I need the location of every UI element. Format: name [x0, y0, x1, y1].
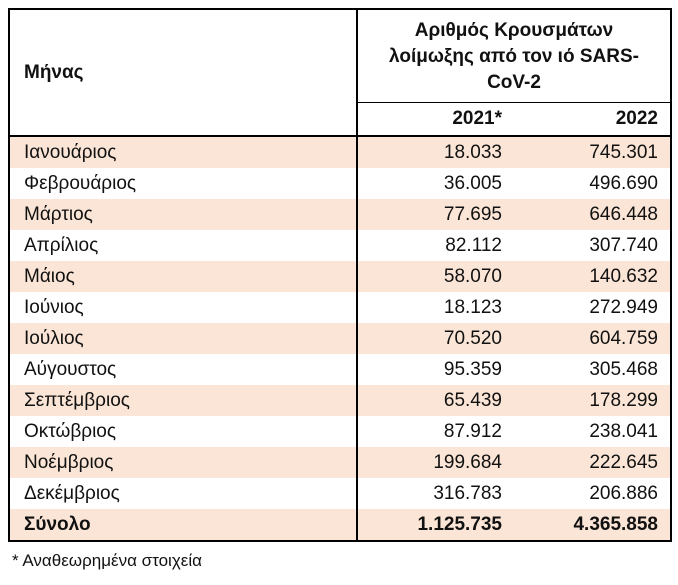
total-value-2021-cell: 1.125.735: [356, 508, 514, 541]
value-2021-cell: 65.439: [356, 384, 514, 416]
column-header-2021: 2021*: [356, 102, 514, 137]
month-cell: Ιούλιος: [9, 322, 357, 354]
table-row: Ιούλιος 70.520 604.759: [9, 322, 671, 354]
value-2021-cell: 82.112: [356, 229, 514, 261]
table-row: Ιούνιος 18.123 272.949: [9, 291, 671, 323]
value-2021-cell: 316.783: [356, 477, 514, 509]
month-cell: Μάρτιος: [9, 198, 357, 230]
value-2021-cell: 95.359: [356, 353, 514, 385]
value-2022-cell: 307.740: [589, 234, 658, 256]
table-row: Δεκέμβριος 316.783 206.886: [9, 477, 671, 509]
month-cell: Οκτώβριος: [24, 420, 117, 442]
table-body: Ιανουάριος 18.033 745.301 Φεβρουάριος 36…: [9, 135, 671, 509]
value-2021-cell: 87.912: [356, 415, 514, 447]
value-2022-cell: 178.299: [514, 384, 671, 416]
total-row: Σύνολο 1.125.735 4.365.858: [9, 508, 671, 541]
table-row: Μάιος 58.070 140.632: [9, 260, 671, 292]
value-2021-cell: 18.033: [356, 135, 514, 168]
covid-cases-table: Μήνας Αριθμός Κρουσμάτων λοίμωξης από το…: [8, 8, 672, 542]
table-row: Αύγουστος 95.359 305.468: [9, 353, 671, 385]
value-2022-cell: 496.690: [589, 172, 658, 194]
value-2022-cell: 604.759: [514, 322, 671, 354]
column-header-2022: 2022: [514, 102, 671, 137]
value-2022-cell: 206.886: [589, 482, 658, 504]
table-row: Σεπτέμβριος 65.439 178.299: [9, 384, 671, 416]
footnote: * Αναθεωρημένα στοιχεία: [12, 550, 202, 570]
table-row: Ιανουάριος 18.033 745.301: [9, 135, 671, 168]
month-cell: Νοέμβριος: [9, 446, 357, 478]
value-2022-cell: 305.468: [589, 358, 658, 380]
value-2022-cell: 646.448: [514, 198, 671, 230]
table-header: Μήνας Αριθμός Κρουσμάτων λοίμωξης από το…: [9, 9, 671, 137]
table-row: Απρίλιος 82.112 307.740: [9, 229, 671, 261]
month-cell: Σεπτέμβριος: [9, 384, 357, 416]
value-2021-cell: 70.520: [356, 322, 514, 354]
column-header-month: Μήνας: [9, 9, 358, 137]
table-row: Νοέμβριος 199.684 222.645: [9, 446, 671, 478]
value-2021-cell: 18.123: [356, 291, 514, 323]
total-label-cell: Σύνολο: [9, 508, 357, 541]
value-2022-cell: 238.041: [589, 420, 658, 442]
value-2022-cell: 222.645: [514, 446, 671, 478]
month-cell: Δεκέμβριος: [24, 482, 120, 504]
table-row: Φεβρουάριος 36.005 496.690: [9, 167, 671, 199]
month-cell: Ιούνιος: [24, 296, 84, 318]
value-2022-cell: 140.632: [514, 260, 671, 292]
table-row: Μάρτιος 77.695 646.448: [9, 198, 671, 230]
table-row: Οκτώβριος 87.912 238.041: [9, 415, 671, 447]
value-2021-cell: 58.070: [356, 260, 514, 292]
value-2022-cell: 745.301: [514, 135, 671, 168]
column-group-header-cases: Αριθμός Κρουσμάτων λοίμωξης από τον ιό S…: [357, 9, 671, 103]
value-2022-cell: 272.949: [589, 296, 658, 318]
month-cell: Φεβρουάριος: [24, 172, 137, 194]
value-2021-cell: 77.695: [356, 198, 514, 230]
total-value-2022-cell: 4.365.858: [514, 508, 671, 541]
month-cell: Απρίλιος: [24, 234, 99, 256]
value-2021-cell: 36.005: [356, 167, 514, 199]
value-2021-cell: 199.684: [356, 446, 514, 478]
month-cell: Ιανουάριος: [9, 135, 357, 168]
month-cell: Αύγουστος: [24, 358, 117, 380]
month-cell: Μάιος: [9, 260, 357, 292]
